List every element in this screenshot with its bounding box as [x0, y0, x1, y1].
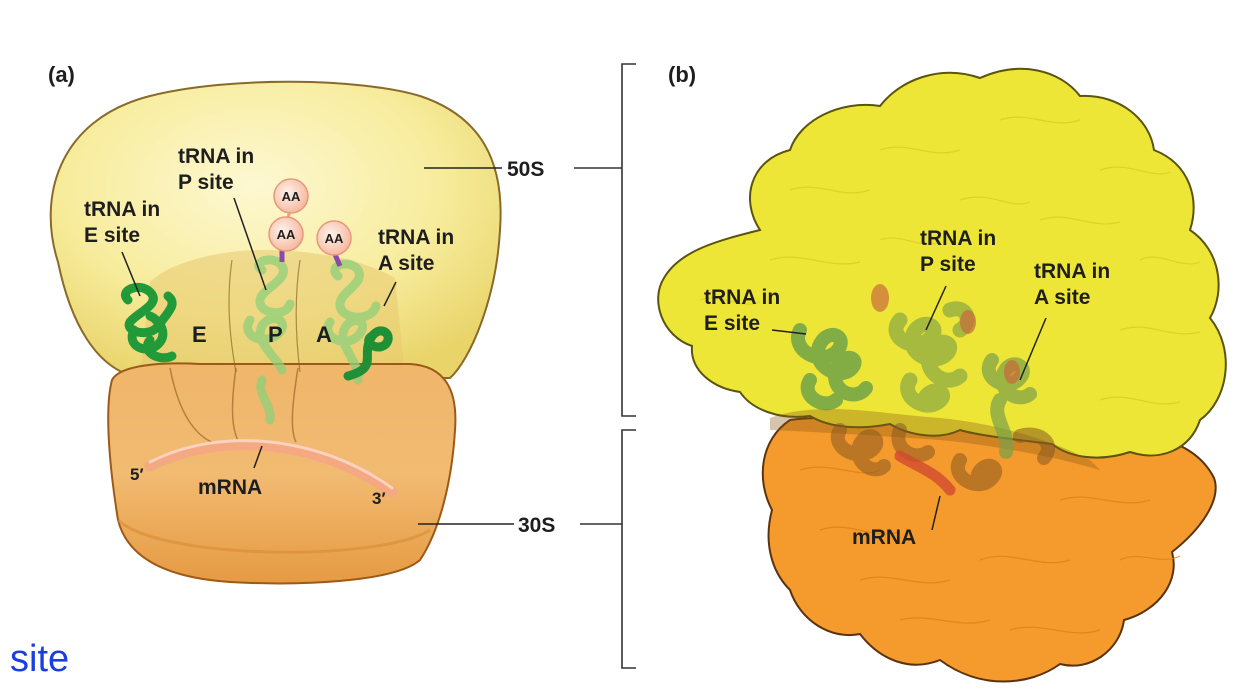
a-site-trna-b: [981, 353, 1037, 459]
small-subunit-label: 30S: [518, 514, 555, 537]
e-site-letter: E: [192, 322, 207, 347]
small-subunit-model-texture: [799, 466, 1181, 634]
e-site-trna-label-b: tRNA in E site: [704, 286, 786, 335]
five-prime-label: 5′: [130, 465, 144, 484]
large-subunit-model-texture: [699, 116, 1201, 405]
leader-lines-b: [771, 285, 1047, 531]
p-site-trna-label-a: tRNA in P site: [178, 145, 260, 194]
p-site-trna-a: [243, 255, 295, 425]
small-subunit-rim: [116, 518, 431, 554]
panel-b-label: (b): [668, 62, 696, 87]
site-dividers: [228, 259, 301, 373]
small-subunit-shape: [107, 362, 457, 585]
mrna-strand-b: [894, 450, 956, 496]
trna-stems-b: [830, 423, 1056, 492]
panel-b: (b): [657, 62, 1227, 683]
amino-acid-label-2: AA: [277, 227, 296, 242]
e-site-trna-a: [121, 283, 177, 363]
e-site-trna-b: [791, 323, 873, 411]
mrna-strand-a: [144, 439, 398, 498]
large-subunit-model: [657, 67, 1227, 459]
p-site-trna-label-b: tRNA in P site: [920, 227, 1002, 276]
subunit-brackets: [574, 63, 636, 669]
a-site-trna-label-b: tRNA in A site: [1034, 260, 1116, 309]
small-subunit-model: [761, 416, 1217, 683]
mrna-strand-a-shade: [148, 439, 394, 490]
subunit-interface: [770, 409, 1100, 470]
corner-site-text: site: [10, 638, 70, 680]
trna-tips-b: [871, 284, 1020, 384]
a-site-trna-dark: [343, 326, 393, 381]
a-site-letter: A: [316, 322, 332, 347]
a-site-trna-label-a: tRNA in A site: [378, 226, 460, 275]
e-site-trna-label-a: tRNA in E site: [84, 198, 166, 247]
panel-a-label: (a): [48, 62, 75, 87]
p-site-letter: P: [268, 322, 283, 347]
amino-acid-label-1: AA: [282, 189, 301, 204]
amino-acid-chain: [268, 178, 352, 267]
leader-lines-a: [121, 167, 514, 525]
large-subunit-label: 50S: [507, 158, 544, 181]
panel-a: (a): [48, 62, 555, 585]
mrna-label-b: mRNA: [852, 526, 916, 549]
mrna-label-a: mRNA: [198, 476, 262, 499]
amino-acid-label-3: AA: [325, 231, 344, 246]
three-prime-label: 3′: [372, 489, 386, 508]
